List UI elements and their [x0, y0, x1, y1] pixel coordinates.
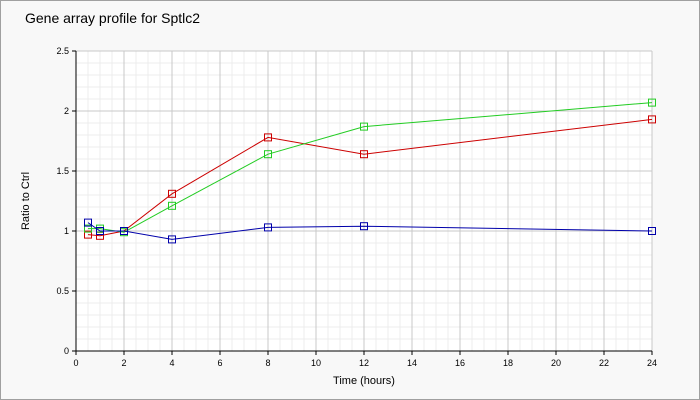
- series-2: [84, 98, 656, 237]
- series-line: [87, 222, 653, 240]
- x-axis-label: Time (hours): [333, 375, 395, 387]
- x-tick-label: 12: [359, 358, 369, 368]
- series-line: [88, 102, 653, 233]
- x-tick-label: 10: [311, 358, 321, 368]
- x-tick-label: 18: [503, 358, 513, 368]
- data-point: [84, 230, 92, 239]
- data-point: [360, 222, 368, 231]
- x-tick-label: 22: [599, 358, 609, 368]
- data-point: [168, 235, 176, 244]
- y-tick-label: 1.5: [56, 166, 69, 176]
- data-point: [360, 150, 368, 159]
- y-tick-label: 2.5: [56, 46, 69, 56]
- chart-title: Gene array profile for Sptlc2: [25, 10, 201, 26]
- data-point: [168, 189, 176, 198]
- data-point: [84, 224, 92, 233]
- x-tick-label: 20: [551, 358, 561, 368]
- x-tick-label: 6: [217, 358, 222, 368]
- x-tick-label: 24: [647, 358, 657, 368]
- x-tick-label: 2: [121, 358, 126, 368]
- y-tick-label: 2: [64, 106, 69, 116]
- data-point: [264, 223, 272, 232]
- x-tick-label: 4: [169, 358, 174, 368]
- data-point: [120, 227, 128, 235]
- data-point: [168, 201, 176, 210]
- data-point: [84, 218, 92, 227]
- x-tick-label: 8: [265, 358, 270, 368]
- data-point: [648, 227, 656, 235]
- data-point: [360, 122, 368, 131]
- y-tick-label: 0: [64, 346, 69, 356]
- y-tick-label: 0.5: [56, 286, 69, 296]
- data-point: [96, 227, 104, 235]
- data-point: [264, 133, 272, 142]
- series-line: [87, 118, 653, 237]
- y-axis-label: Ratio to Ctrl: [20, 172, 32, 230]
- data-point: [648, 98, 656, 107]
- axes: [72, 50, 653, 355]
- data-point: [264, 150, 272, 159]
- series-layer: [84, 98, 656, 244]
- x-tick-label: 0: [73, 358, 78, 368]
- y-tick-label: 1: [64, 226, 69, 236]
- x-tick-label: 14: [407, 358, 417, 368]
- data-point: [648, 115, 656, 124]
- x-tick-label: 16: [455, 358, 465, 368]
- series-3: [84, 218, 656, 244]
